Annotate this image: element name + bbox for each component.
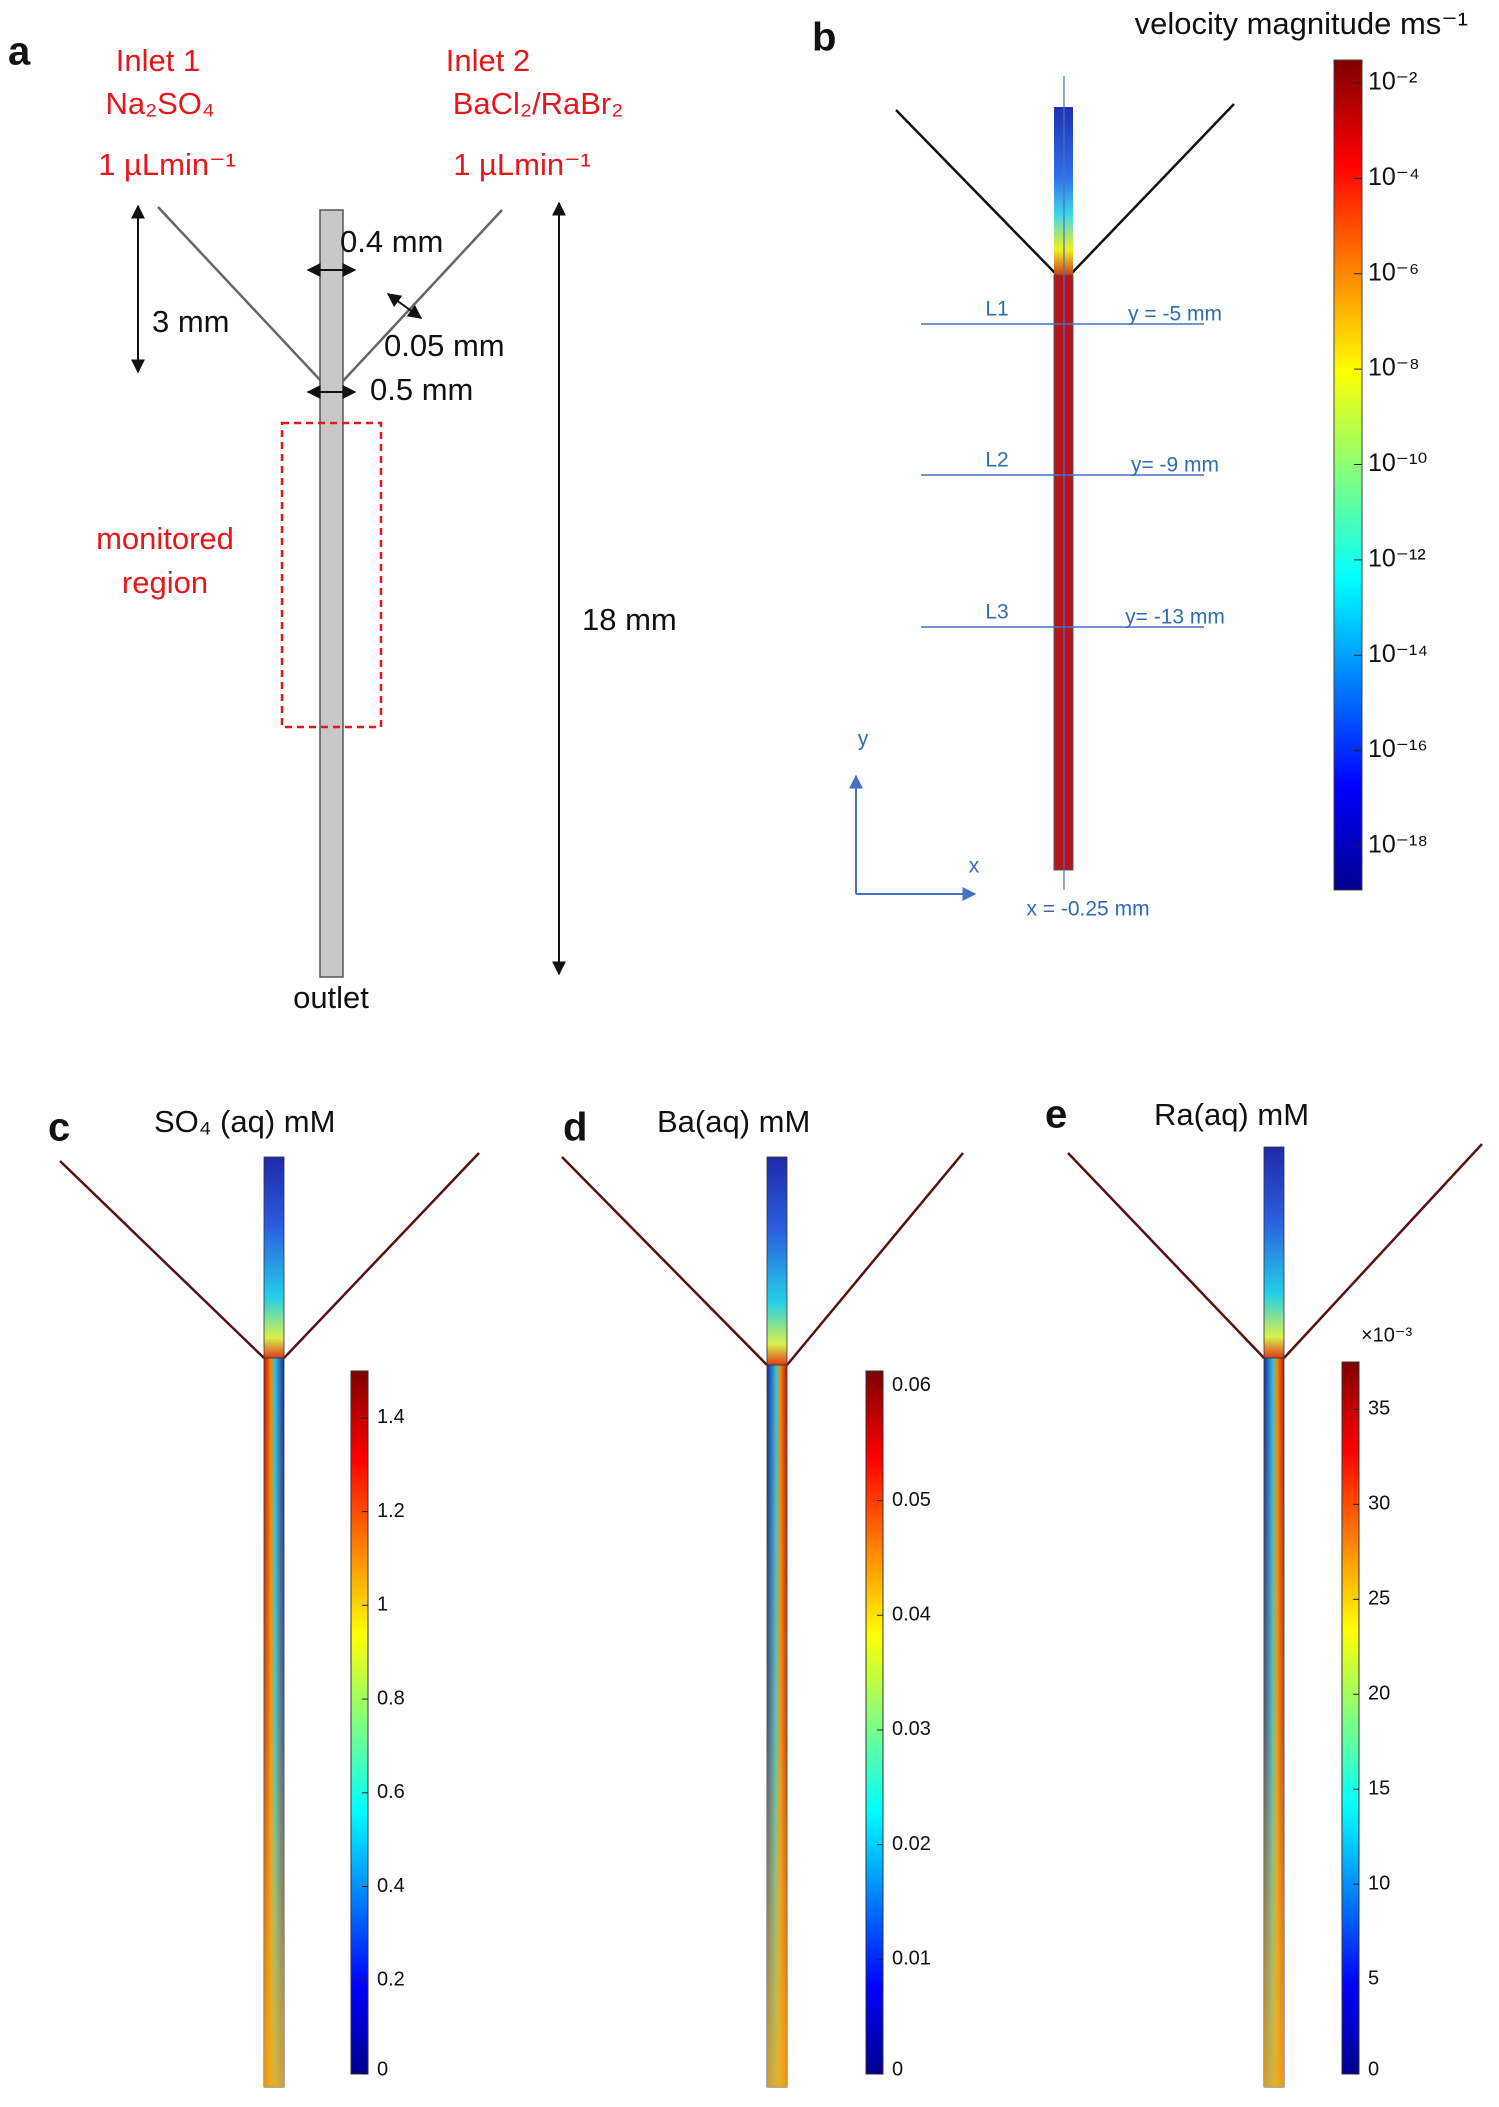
- inlet-name: Inlet 2: [446, 43, 530, 78]
- colorbar: [865, 1370, 884, 2075]
- colorbar-label: 0.8: [377, 1687, 405, 1709]
- channel-field: [766, 1156, 788, 1366]
- colorbar-label: 5: [1368, 1967, 1379, 1989]
- line-name: L3: [985, 601, 1008, 624]
- panel-label: b: [812, 16, 836, 60]
- colorbar-label: 1.2: [377, 1500, 405, 1522]
- colorbar-label: 10⁻¹⁴: [1368, 640, 1428, 668]
- colorbar-label: 1.4: [377, 1406, 405, 1428]
- colorbar-label: 30: [1368, 1493, 1390, 1515]
- centerline-label: x = -0.25 mm: [1026, 898, 1149, 921]
- panel-c: c SO₄ (aq) mM 0 0.2 0.4 0.6 0.8 1 1.2 1.4: [48, 1104, 480, 2088]
- colorbar: [1333, 59, 1363, 891]
- colorbar-label: 10⁻¹²: [1368, 544, 1426, 572]
- monitored-box: [280, 421, 383, 729]
- line-position: y = -5 mm: [1128, 303, 1222, 326]
- inlet-channel: [342, 209, 503, 382]
- colorbar-label: 10: [1368, 1872, 1390, 1894]
- colorbar-label: 0.01: [892, 1948, 931, 1970]
- concentration-panels: c SO₄ (aq) mM 0 0.2 0.4 0.6 0.8 1 1.2 1.4 d Ba(aq) …: [48, 1093, 1483, 2088]
- axis-label: y: [858, 728, 869, 751]
- dimension-label: 18 mm: [582, 602, 677, 637]
- dimension-label: 3 mm: [152, 304, 230, 339]
- channel-field: [263, 1156, 285, 1359]
- colorbar-label: 10⁻¹⁸: [1368, 831, 1428, 859]
- channel-mixing: [264, 1358, 284, 2087]
- panel-label: e: [1045, 1093, 1067, 1137]
- colorbar: [1341, 1361, 1360, 2075]
- colorbar-label: 10⁻⁶: [1368, 258, 1419, 286]
- inlet-solution: BaCl₂/RaBr₂: [453, 86, 624, 121]
- colorbar-label: 35: [1368, 1398, 1390, 1420]
- channel-mixing: [1264, 1358, 1284, 2087]
- colorbar-label: 10⁻⁸: [1368, 354, 1420, 382]
- colorbar-label: 0.02: [892, 1833, 931, 1855]
- panel-label: a: [8, 30, 31, 74]
- line-name: L2: [985, 449, 1008, 472]
- colorbar-label: 0.06: [892, 1374, 931, 1396]
- axis-label: x: [969, 855, 980, 878]
- panel-title: Ra(aq) mM: [1154, 1097, 1309, 1132]
- colorbar-label: 0: [377, 2058, 388, 2080]
- colorbar-label: 0.05: [892, 1489, 931, 1511]
- colorbar-label: 10⁻⁴: [1368, 163, 1420, 191]
- channel-field: [1263, 1146, 1285, 1359]
- outlet-label: outlet: [293, 980, 369, 1015]
- colorbar-label: 0: [892, 2058, 903, 2080]
- dimension-label: 0.4 mm: [340, 224, 443, 259]
- colorbar-label: 0.04: [892, 1604, 931, 1626]
- inlet-channel: [157, 206, 322, 382]
- colorbar-label: 0.6: [377, 1781, 405, 1803]
- inlet-channel: [786, 1152, 964, 1366]
- inlet-flow: 1 µLmin⁻¹: [98, 147, 236, 182]
- region-label: region: [122, 565, 208, 600]
- panel-label: d: [563, 1106, 587, 1150]
- colorbar-label: 20: [1368, 1683, 1390, 1705]
- dimension-arrow: [386, 293, 423, 319]
- panel-a: a Inlet 1 Na₂SO₄ 1 µLmin⁻¹ Inlet 2 BaCl₂…: [8, 30, 677, 1016]
- colorbar-label: 0.4: [377, 1875, 405, 1897]
- channel-mixing: [767, 1365, 787, 2087]
- panel-title: SO₄ (aq) mM: [154, 1104, 335, 1139]
- panel-label: c: [48, 1106, 70, 1150]
- inlet-flow: 1 µLmin⁻¹: [453, 147, 591, 182]
- line-name: L1: [985, 298, 1008, 321]
- line-position: y= -13 mm: [1125, 606, 1225, 629]
- colorbar-title: velocity magnitude ms⁻¹: [1135, 6, 1468, 41]
- colorbar-multiplier: ×10⁻³: [1361, 1324, 1412, 1346]
- line-position: y= -9 mm: [1131, 454, 1219, 477]
- colorbar: [350, 1370, 369, 2075]
- colorbar-label: 1: [377, 1594, 388, 1616]
- inlet-solution: Na₂SO₄: [105, 86, 214, 121]
- inlet-channel: [59, 1160, 265, 1359]
- panel-d: d Ba(aq) mM 0 0.01 0.02 0.03 0.04 0.05 0.06: [561, 1104, 964, 2088]
- dimension-label: 0.5 mm: [370, 372, 473, 407]
- dimension-label: 0.05 mm: [384, 328, 505, 363]
- inlet-channel: [1283, 1143, 1483, 1359]
- panel-e: e Ra(aq) mM ×10⁻³ 0 5 10 15 20 25 30 35: [1045, 1093, 1483, 2088]
- inlet-channel: [1067, 1152, 1265, 1359]
- inlet-channel: [561, 1156, 768, 1366]
- inlet-name: Inlet 1: [116, 43, 200, 78]
- region-label: monitored: [96, 521, 234, 556]
- colorbar-label: 10⁻²: [1368, 68, 1417, 96]
- inlet-channel: [1070, 103, 1235, 275]
- colorbar-label: 15: [1368, 1777, 1390, 1799]
- panel-title: Ba(aq) mM: [657, 1104, 810, 1139]
- panel-b: b velocity magnitude ms⁻¹ x = -0.25 mm y…: [812, 6, 1468, 920]
- colorbar-label: 10⁻¹⁰: [1368, 449, 1427, 477]
- colorbar-label: 0.2: [377, 1969, 405, 1991]
- colorbar-label: 10⁻¹⁶: [1368, 735, 1428, 763]
- colorbar-label: 25: [1368, 1588, 1390, 1610]
- inlet-channel: [283, 1152, 480, 1359]
- inlet-channel: [895, 109, 1057, 275]
- colorbar-label: 0.03: [892, 1718, 931, 1740]
- colorbar-label: 0: [1368, 2058, 1379, 2080]
- main-channel: [319, 209, 344, 978]
